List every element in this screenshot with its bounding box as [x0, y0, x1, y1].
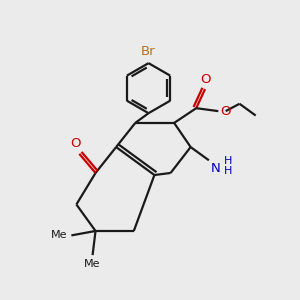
Text: H: H — [224, 166, 232, 176]
Text: O: O — [70, 137, 81, 150]
Text: H: H — [224, 156, 232, 166]
Text: O: O — [220, 105, 230, 118]
Text: Me: Me — [84, 259, 101, 269]
Text: N: N — [211, 162, 221, 175]
Text: Br: Br — [141, 45, 156, 58]
Text: O: O — [200, 73, 210, 85]
Text: Me: Me — [51, 230, 68, 240]
